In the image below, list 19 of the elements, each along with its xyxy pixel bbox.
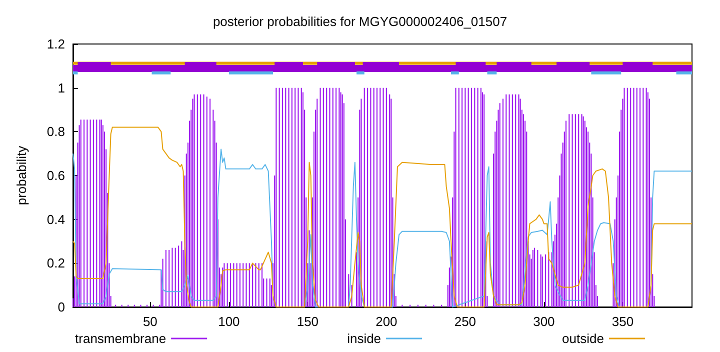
y-tick-label: 0.4 (46, 212, 65, 227)
chart-title: posterior probabilities for MGYG000002406_01507 (212, 14, 508, 29)
x-tick-label: 150 (296, 314, 319, 329)
y-tick-label: 0.2 (46, 256, 65, 271)
y-tick-label: 1 (58, 80, 65, 96)
x-tick-label: 100 (218, 314, 240, 329)
x-tick-label: 200 (376, 314, 398, 329)
y-tick-label: 0.6 (46, 168, 65, 183)
x-tick-label: 50 (142, 314, 158, 329)
x-tick-label: 350 (612, 314, 634, 329)
x-tick-label: 300 (533, 314, 555, 329)
x-tick-label: 250 (454, 314, 476, 329)
y-tick-label: 0 (58, 300, 65, 314)
legend-label: outside (562, 331, 604, 346)
y-tick-label: 0.8 (46, 124, 65, 140)
legend-label: transmembrane (75, 331, 166, 346)
legend-label: inside (347, 331, 382, 346)
y-tick-label: 1.2 (46, 36, 65, 52)
y-axis-title: probability (14, 145, 29, 206)
